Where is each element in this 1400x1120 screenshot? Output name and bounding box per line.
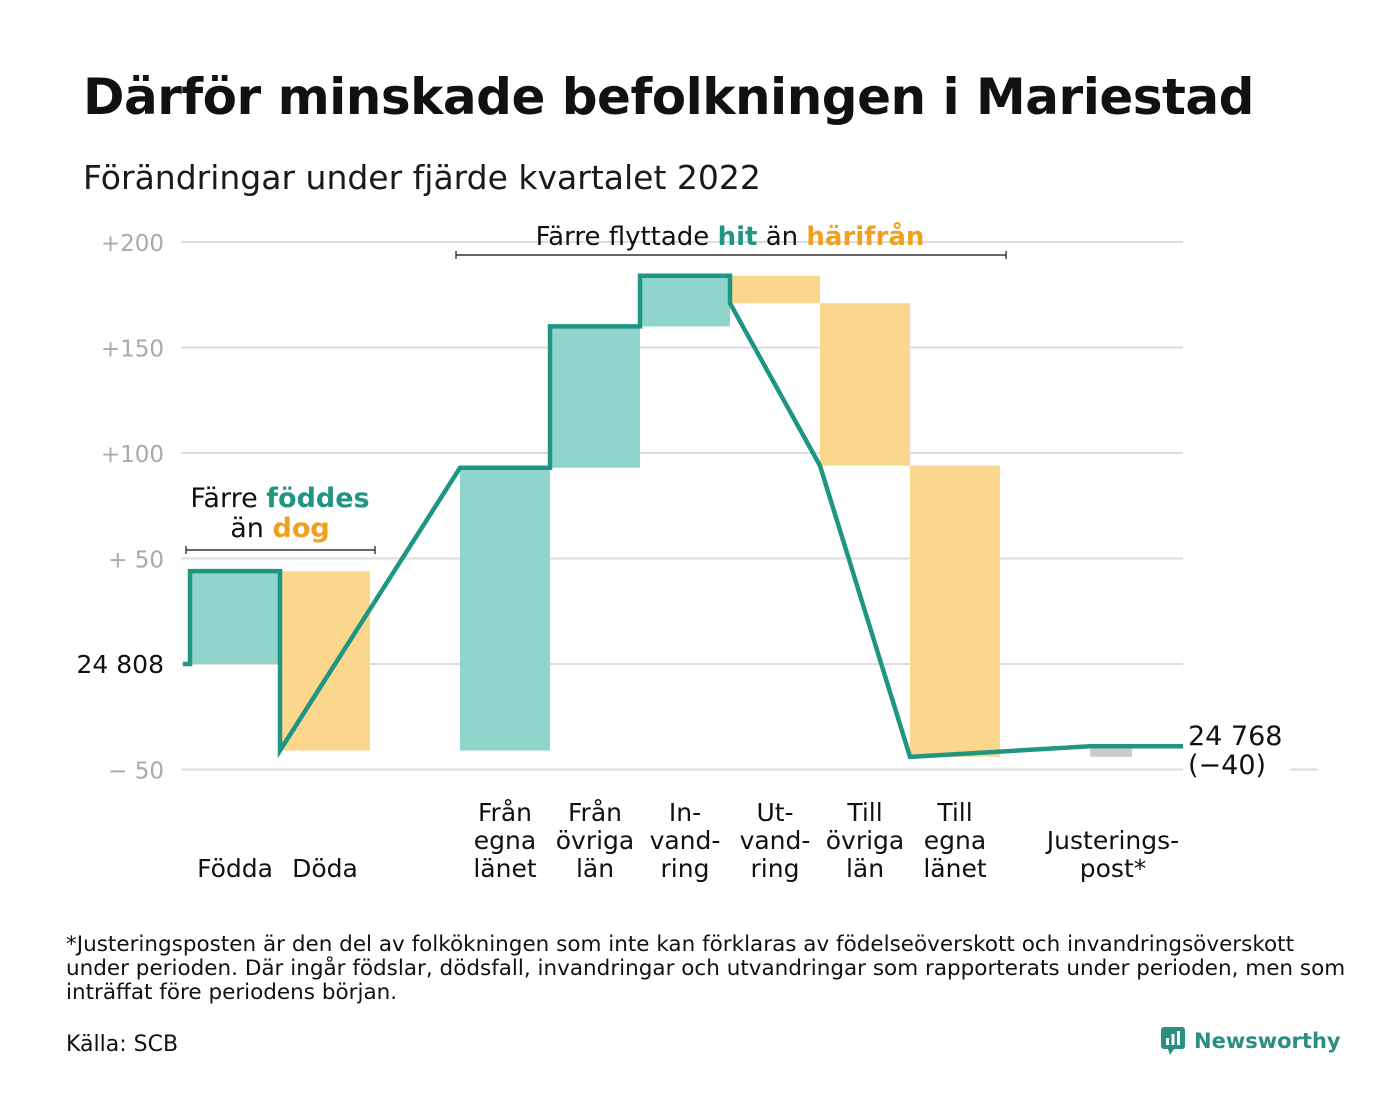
waterfall-bar: [460, 467, 550, 751]
category-label-line: vand-: [650, 826, 721, 855]
waterfall-bar: [280, 571, 370, 751]
deaths-highlight: dog: [273, 513, 330, 544]
waterfall-bar: [730, 275, 820, 304]
waterfall-bar: [1090, 746, 1132, 757]
category-label: Från övriga län: [556, 798, 635, 883]
category-label-line: post*: [1080, 854, 1147, 883]
category-label-line: egna: [474, 826, 536, 855]
category-label: In-vand-ring: [650, 798, 721, 883]
category-label-line: Födda: [197, 854, 273, 883]
chart-subtitle: Förändringar under fjärde kvartalet 2022: [83, 158, 761, 197]
deaths-annotation: än dog: [230, 513, 329, 544]
births-highlight: föddes: [266, 483, 369, 514]
waterfall-bar: [640, 275, 730, 327]
y-tick-label: + 50: [108, 548, 164, 574]
migration-annotation-text: Färre flyttade: [536, 222, 718, 252]
category-label-line: län: [576, 854, 614, 883]
category-label: Till övriga län: [826, 798, 905, 883]
category-label-line: vand-: [740, 826, 811, 855]
migration-highlight-out: härifrån: [806, 220, 924, 252]
category-label-line: ring: [751, 854, 800, 883]
newsworthy-logo-icon: [1161, 1027, 1185, 1055]
brand-name: Newsworthy: [1194, 1029, 1341, 1053]
births-annotation: Färre föddes: [190, 483, 369, 514]
category-label-line: Till: [846, 798, 882, 827]
category-label-line: egna: [924, 826, 986, 855]
category-label: Justerings-post*: [1045, 826, 1179, 883]
category-label-line: län: [846, 854, 884, 883]
category-label: Till egna länet: [923, 798, 986, 883]
waterfall-bar: [550, 326, 640, 468]
end-change-label: (−40): [1188, 750, 1266, 781]
waterfall-bar: [190, 571, 280, 664]
source-label: Källa: SCB: [66, 1032, 179, 1057]
category-label-line: Döda: [292, 854, 358, 883]
chart-title: Därför minskade befolkningen i Mariestad: [83, 68, 1254, 126]
category-label-line: Ut-: [756, 798, 793, 827]
category-label-line: Från: [478, 798, 532, 827]
category-label: Ut-vand-ring: [740, 798, 811, 883]
category-label-line: övriga: [826, 826, 905, 855]
births-annotation-text: Färre: [190, 483, 266, 514]
y-tick-label: − 50: [108, 759, 164, 785]
category-label: Från egna länet: [473, 798, 536, 883]
category-label: Födda: [197, 854, 273, 883]
waterfall-bar: [910, 465, 1000, 757]
y-tick-label: +100: [101, 442, 164, 468]
category-label-line: ring: [661, 854, 710, 883]
start-value-label: 24 808: [77, 650, 164, 679]
brand-logo: Newsworthy: [1160, 1026, 1341, 1056]
category-label-line: In-: [669, 798, 701, 827]
category-label-line: länet: [923, 854, 986, 883]
end-value-label: 24 768: [1188, 721, 1282, 752]
category-label-line: övriga: [556, 826, 635, 855]
migration-annotation-text: än: [757, 222, 806, 252]
population-line: [183, 273, 1183, 760]
deaths-annotation-text: än: [230, 513, 272, 544]
category-label-line: Justerings-: [1045, 826, 1179, 855]
category-label-line: Från: [568, 798, 622, 827]
y-tick-label: +150: [101, 337, 164, 363]
category-label-line: länet: [473, 854, 536, 883]
waterfall-bar: [820, 303, 910, 466]
category-label: Döda: [292, 854, 358, 883]
y-tick-label: +200: [101, 231, 164, 257]
migration-highlight-in: hit: [718, 222, 758, 252]
category-label-line: Till: [936, 798, 972, 827]
footnote: *Justeringsposten är den del av folkökni…: [66, 932, 1346, 1005]
migration-annotation: Färre flyttade hit än härifrån: [536, 220, 925, 252]
